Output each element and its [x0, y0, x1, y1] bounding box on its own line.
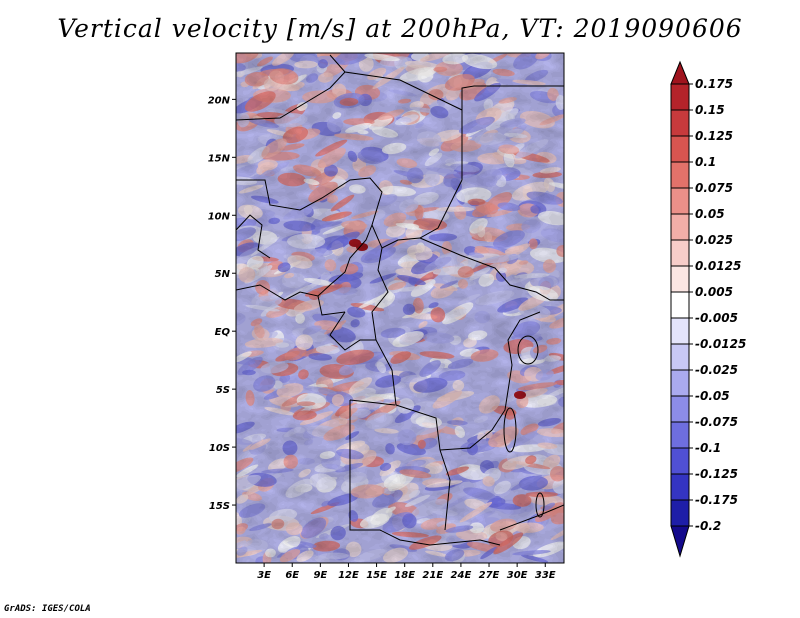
colorbar-bin	[670, 421, 690, 449]
colorbar-label: 0.005	[695, 285, 733, 299]
colorbar-bin	[670, 473, 690, 501]
lake-outline	[503, 407, 517, 453]
colorbar-label: 0.05	[695, 207, 725, 221]
y-tick-label: 5N	[215, 269, 231, 280]
colorbar-bin	[670, 239, 690, 267]
vertical-velocity-field	[236, 53, 564, 563]
colorbar-label: -0.005	[695, 311, 738, 325]
colorbar-label: -0.1	[695, 441, 721, 455]
y-tick-label: 10N	[208, 211, 231, 222]
y-tick-label: 10S	[209, 443, 230, 454]
border-line	[419, 237, 564, 301]
colorbar-bin	[670, 83, 690, 111]
chart-title: Vertical velocity [m/s] at 200hPa, VT: 2…	[57, 14, 743, 43]
colorbar: 0.175 0.15 0.125 0.1 0.075 0.05 0.025 0.0125 0.0…	[670, 60, 746, 558]
y-tick-label: 20N	[208, 95, 231, 106]
x-tick-label: 6E	[285, 570, 299, 581]
footer-credit: GrADS: IGES/COLA	[4, 604, 91, 614]
colorbar-label: 0.0125	[695, 259, 741, 273]
colorbar-bin	[670, 187, 690, 215]
x-tick-label: 9E	[313, 570, 327, 581]
y-tick-label: 15N	[208, 153, 231, 164]
x-tick-label: 30E	[507, 570, 528, 581]
y-axis: 20N 15N 10N 5N EQ 5S 10S 15S	[208, 95, 236, 512]
x-tick-label: 18E	[394, 570, 415, 581]
border-line	[236, 224, 373, 301]
border-line	[439, 449, 451, 531]
x-tick-label: 27E	[479, 570, 500, 581]
border-line	[317, 295, 346, 316]
colorbar-label: -0.05	[695, 389, 730, 403]
x-tick-label: 21E	[422, 570, 443, 581]
colorbar-label: 0.175	[695, 77, 733, 91]
x-tick-label: 24E	[451, 570, 472, 581]
colorbar-label: -0.025	[695, 363, 738, 377]
map-frame	[235, 52, 565, 564]
border-line	[349, 400, 501, 546]
field-texture	[236, 53, 564, 563]
colorbar-label: 0.075	[695, 181, 733, 195]
colorbar-bin	[670, 525, 690, 558]
y-tick-label: 15S	[209, 501, 230, 512]
colorbar-label: 0.125	[695, 129, 733, 143]
colorbar-label: 0.025	[695, 233, 733, 247]
x-axis: 3E 6E 9E 12E 15E 18E 21E 24E 27E 30E 33E	[257, 563, 556, 581]
colorbar-label: -0.2	[695, 519, 721, 533]
border-line	[461, 85, 564, 110]
colorbar-label: -0.125	[695, 467, 738, 481]
x-tick-label: 33E	[535, 570, 556, 581]
colorbar-bin	[670, 499, 690, 527]
colorbar-label: -0.0125	[695, 337, 746, 351]
lake-outline	[517, 335, 539, 365]
country-borders	[236, 54, 564, 546]
x-tick-label: 3E	[257, 570, 271, 581]
colorbar-bin	[670, 291, 690, 319]
colorbar-bin	[670, 395, 690, 423]
colorbar-bin	[670, 369, 690, 397]
colorbar-bin	[670, 447, 690, 475]
colorbar-bin	[670, 60, 690, 85]
colorbar-label: -0.075	[695, 415, 738, 429]
border-line	[329, 311, 376, 351]
border-line	[499, 504, 564, 531]
colorbar-bin	[670, 343, 690, 371]
border-line	[236, 214, 271, 259]
colorbar-label: -0.175	[695, 493, 738, 507]
border-line	[439, 311, 541, 451]
border-line	[236, 71, 346, 121]
border-line	[236, 177, 463, 249]
colorbar-bin	[670, 161, 690, 189]
y-tick-label: 5S	[216, 385, 230, 396]
border-line	[349, 399, 396, 406]
x-tick-label: 15E	[366, 570, 387, 581]
colorbar-label: 0.15	[695, 103, 725, 117]
x-tick-label: 12E	[338, 570, 359, 581]
y-tick-label: EQ	[215, 327, 231, 338]
colorbar-bin	[670, 109, 690, 137]
colorbar-bin	[670, 317, 690, 345]
colorbar-bin	[670, 265, 690, 293]
colorbar-bin	[670, 213, 690, 241]
colorbar-label: 0.1	[695, 155, 716, 169]
lake-outline	[535, 492, 545, 518]
border-line	[329, 54, 463, 180]
colorbar-bin	[670, 135, 690, 163]
